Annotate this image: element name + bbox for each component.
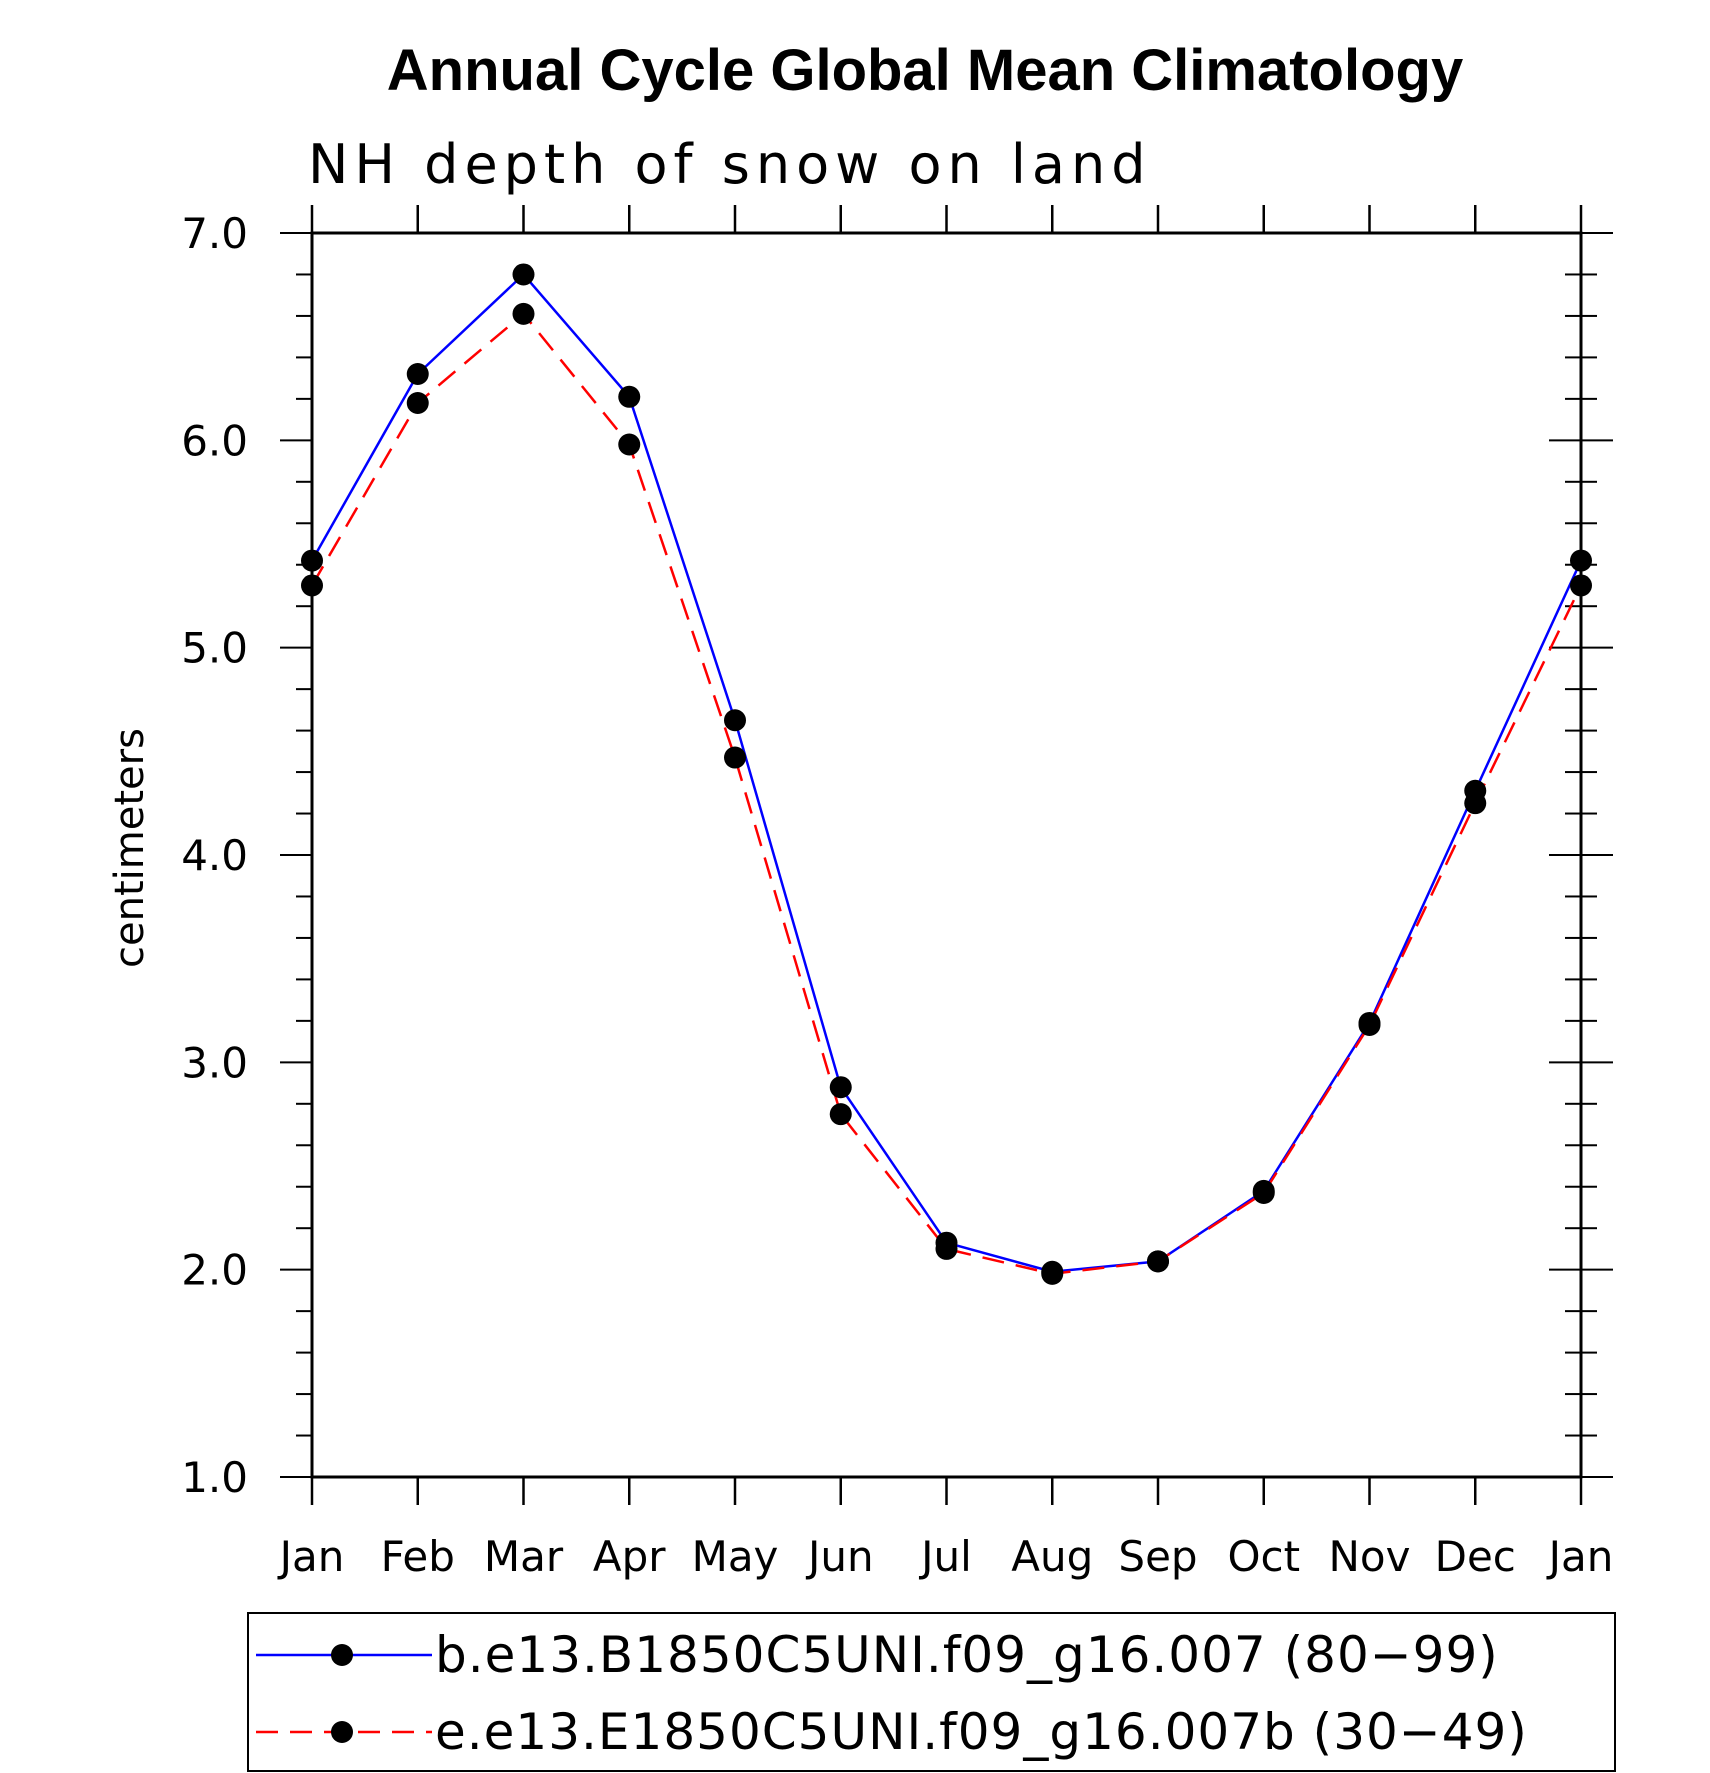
x-tick-label: Dec <box>1435 1532 1516 1581</box>
data-point-series-2 <box>406 392 429 415</box>
data-point-series-2 <box>512 302 535 325</box>
x-tick-label: Sep <box>1118 1532 1197 1581</box>
legend: b.e13.B1850C5UNI.f09_g16.007 (80−99) e.e… <box>247 1612 1616 1772</box>
chart-subtitle: NH depth of snow on land <box>308 133 1151 196</box>
data-point-series-2 <box>724 746 746 769</box>
x-tick-label: May <box>692 1532 779 1581</box>
data-point-series-1 <box>512 263 535 286</box>
data-point-series-2 <box>1252 1181 1275 1204</box>
x-tick-label: Jun <box>805 1532 874 1581</box>
chart-title: Annual Cycle Global Mean Climatology <box>387 38 1463 103</box>
y-tick-label: 7.0 <box>181 209 248 258</box>
data-point-series-1 <box>829 1076 852 1099</box>
y-tick-label: 6.0 <box>181 416 248 465</box>
series-layer <box>301 263 1592 1285</box>
x-tick-labels: Jan Feb Mar Apr May Jun Jul Aug Sep Oct Nov Dec Jan <box>277 1532 1614 1581</box>
y-tick-label: 1.0 <box>181 1453 248 1502</box>
y-tick-labels: 1.0 2.0 3.0 4.0 5.0 6.0 7.0 <box>181 209 248 1502</box>
data-point-series-1 <box>406 362 429 385</box>
data-point-series-2 <box>1358 1014 1381 1037</box>
axis-ticks <box>280 205 1613 1505</box>
legend-label-series-2: e.e13.E1850C5UNI.f09_g16.007b (30−49) <box>435 1703 1528 1761</box>
legend-box <box>247 1612 1616 1772</box>
y-tick-label: 3.0 <box>181 1038 248 1087</box>
series-line-1 <box>310 272 1583 1274</box>
legend-label-series-1: b.e13.B1850C5UNI.f09_g16.007 (80−99) <box>435 1626 1499 1684</box>
x-tick-label: Nov <box>1329 1532 1411 1581</box>
x-tick-label: Jan <box>277 1532 345 1581</box>
legend-marker-series-2 <box>331 1721 353 1743</box>
x-tick-label: Apr <box>593 1532 666 1581</box>
legend-marker-series-1 <box>331 1644 353 1666</box>
data-point-series-2 <box>1147 1250 1169 1273</box>
data-point-series-1 <box>724 709 746 732</box>
series-line-2 <box>310 312 1583 1276</box>
x-tick-label: Oct <box>1227 1532 1300 1581</box>
data-point-series-2 <box>1041 1262 1064 1285</box>
data-point-series-2 <box>618 433 641 456</box>
plot-frame <box>310 231 1583 1479</box>
y-tick-label: 2.0 <box>181 1246 248 1295</box>
x-tick-label: Aug <box>1011 1532 1093 1581</box>
data-point-series-2 <box>935 1237 958 1260</box>
x-tick-label: Jul <box>918 1532 972 1581</box>
data-point-series-2 <box>829 1103 852 1126</box>
y-tick-label: 4.0 <box>181 831 248 880</box>
x-tick-label: Jan <box>1546 1532 1614 1581</box>
data-point-series-1 <box>618 385 641 408</box>
y-tick-label: 5.0 <box>181 624 248 673</box>
x-tick-label: Mar <box>484 1532 564 1581</box>
data-point-series-2 <box>1464 792 1487 815</box>
y-axis-label: centimeters <box>107 728 153 968</box>
x-tick-label: Feb <box>381 1532 455 1581</box>
